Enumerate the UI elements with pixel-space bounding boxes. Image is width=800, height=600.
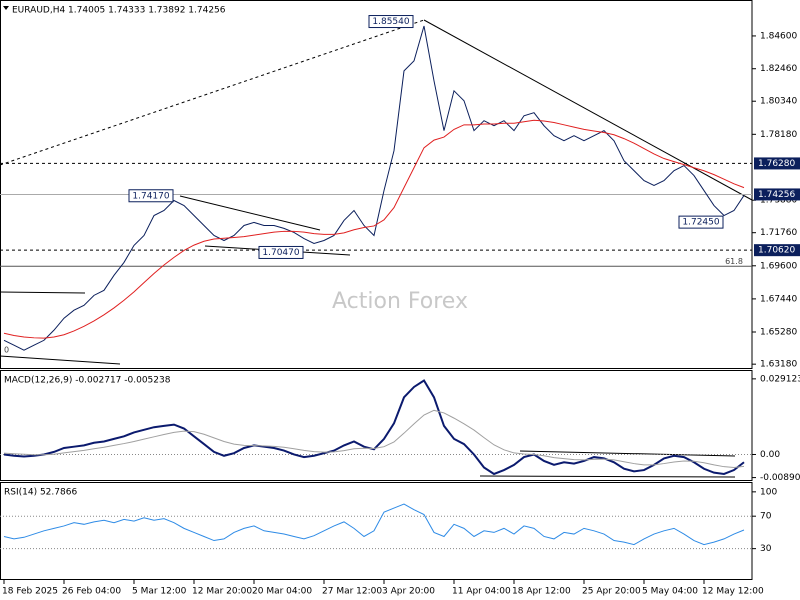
x-tick-label: 18 Feb 2025 <box>2 587 58 597</box>
x-tick-label: 20 Mar 04:00 <box>252 587 312 597</box>
y-tick-label: 70 <box>760 512 772 522</box>
y-tick-label: 1.73880 <box>760 196 797 206</box>
y-tick-label: 1.69600 <box>760 261 797 271</box>
y-tick-label: 1.84600 <box>760 31 797 41</box>
series-line <box>3 25 745 351</box>
y-tick-label: 100 <box>760 487 777 497</box>
y-tick-label: -0.008901 <box>760 473 800 483</box>
y-tick-label: 30 <box>760 544 772 554</box>
level-label: 1.74256 <box>758 190 795 200</box>
panel-title: EURAUD,H4 1.74005 1.74333 1.73892 1.7425… <box>12 6 226 16</box>
x-tick-label: 12 May 12:00 <box>702 587 764 597</box>
trendline <box>519 450 736 457</box>
watermark: Action Forex <box>332 289 468 314</box>
level-label: 1.76280 <box>758 159 795 169</box>
annotation-label: 1.74170 <box>132 191 169 201</box>
y-tick-label: 1.80340 <box>760 97 797 107</box>
x-tick-label: 27 Mar 12:00 <box>322 587 382 597</box>
series-line <box>3 503 745 546</box>
trendline <box>479 475 736 478</box>
x-tick-label: 3 Apr 20:00 <box>382 587 435 597</box>
panel-borders <box>0 0 753 580</box>
level-box <box>754 157 800 170</box>
x-tick-label: 5 May 04:00 <box>642 587 698 597</box>
annotation-label: 1.72450 <box>682 218 719 228</box>
y-tick-label: 1.71760 <box>760 228 797 238</box>
x-tick-label: 18 Apr 12:00 <box>512 587 571 597</box>
fib-label: 61.8 <box>725 257 743 266</box>
x-tick-label: 5 Mar 12:00 <box>132 587 187 597</box>
level-label: 1.70620 <box>758 246 795 256</box>
y-tick-label: 1.67440 <box>760 294 797 304</box>
y-tick-label: 0.00 <box>760 450 780 460</box>
x-tick-label: 12 Mar 20:00 <box>192 587 252 597</box>
y-tick-label: 1.78180 <box>760 130 797 140</box>
level-box <box>754 188 800 201</box>
trendline <box>0 355 121 365</box>
annotation-box <box>128 189 174 203</box>
y-tick-label: 0.029123 <box>760 374 800 384</box>
annotation-label: 1.70470 <box>262 248 299 258</box>
level-box <box>754 244 800 257</box>
panel-border <box>0 482 753 580</box>
panel-border <box>0 370 753 481</box>
annotation-box <box>368 15 414 29</box>
x-tick-label: 11 Apr 04:00 <box>452 587 511 597</box>
panel-title: RSI(14) 52.7866 <box>4 488 77 498</box>
menu-arrow <box>3 6 9 10</box>
trendline <box>179 195 321 231</box>
x-tick-label: 26 Feb 04:00 <box>62 587 121 597</box>
y-tick-label: 1.63180 <box>760 360 797 370</box>
series-line <box>3 379 745 476</box>
annotation-box <box>258 245 304 259</box>
y-tick-label: 1.82460 <box>760 64 797 74</box>
annotation-label: 1.85540 <box>372 17 409 27</box>
y-tick-label: 1.65280 <box>760 327 797 337</box>
trendlines <box>0 19 753 478</box>
annotation-box <box>678 215 724 229</box>
series-line <box>3 409 745 468</box>
panel-title: MACD(12,26,9) -0.002717 -0.005238 <box>4 376 171 386</box>
fib-label: 0 <box>4 345 9 354</box>
trendline <box>423 19 753 201</box>
series-line <box>3 119 745 339</box>
trendline <box>0 291 86 294</box>
trendline <box>0 19 425 166</box>
x-tick-label: 25 Apr 20:00 <box>582 587 641 597</box>
panel-border <box>0 0 753 369</box>
